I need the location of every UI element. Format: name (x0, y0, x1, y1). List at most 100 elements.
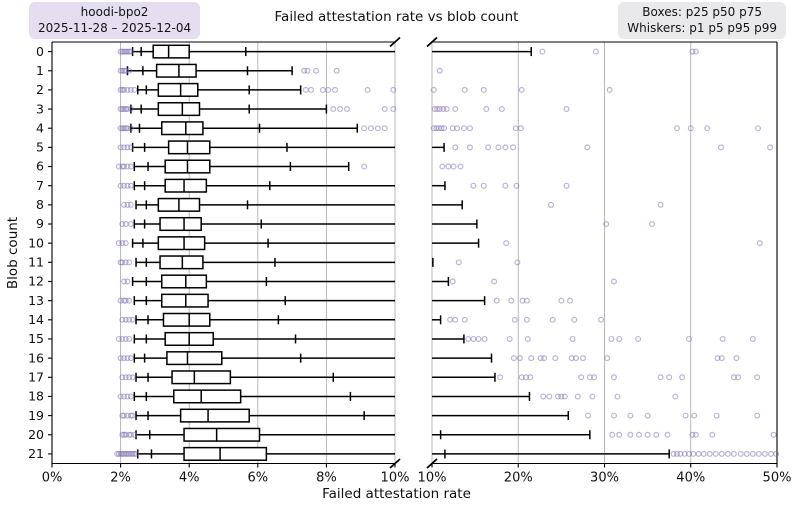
outlier-point (508, 297, 515, 304)
outlier-point (480, 86, 487, 93)
x-tick-label: 20% (504, 471, 533, 486)
outlier-point (126, 67, 133, 74)
boxplot-row (114, 446, 780, 461)
y-tick-label: 9 (36, 216, 44, 231)
outlier-point (313, 67, 320, 74)
date-range: 2025-11-28 – 2025-12-04 (38, 20, 192, 35)
outlier-point (563, 106, 570, 113)
boxplot-row (119, 216, 655, 232)
outlier-point (517, 125, 524, 132)
outlier-point (644, 431, 651, 438)
outlier-point (361, 125, 368, 132)
outlier-point (552, 355, 559, 362)
outlier-point (756, 240, 763, 247)
y-tick-label: 14 (28, 312, 44, 327)
outlier-point (126, 316, 133, 323)
outlier-point (122, 221, 129, 228)
outlier-point (598, 316, 605, 323)
outlier-point (549, 316, 556, 323)
outlier-point (124, 144, 131, 151)
iqr-box (173, 389, 242, 404)
iqr-box (166, 351, 223, 366)
outlier-point (449, 278, 456, 285)
outlier-point (131, 86, 138, 93)
outlier-point (700, 450, 707, 457)
outlier-point (584, 144, 591, 151)
y-tick-label: 8 (36, 197, 44, 212)
boxplot-row (117, 63, 443, 78)
iqr-box (161, 293, 209, 308)
outlier-point (653, 431, 660, 438)
outlier-point (704, 125, 711, 132)
y-tick-label: 19 (28, 408, 44, 423)
iqr-box (161, 121, 204, 136)
outlier-point (713, 412, 720, 419)
outlier-point (616, 431, 623, 438)
outlier-point (461, 86, 468, 93)
outlier-point (466, 125, 473, 132)
outlier-point (578, 374, 585, 381)
outlier-point (569, 335, 576, 342)
outlier-point (465, 335, 472, 342)
x-tick-label: 2% (110, 471, 131, 486)
outlier-point (566, 297, 573, 304)
outlier-point (447, 316, 454, 323)
iqr-box (157, 102, 201, 117)
outlier-point (767, 144, 774, 151)
outlier-point (773, 450, 780, 457)
outlier-point (124, 182, 131, 189)
outlier-point (610, 374, 617, 381)
outlier-point (518, 86, 525, 93)
outlier-point (121, 278, 128, 285)
outlier-point (460, 125, 467, 132)
y-tick-label: 21 (28, 446, 44, 461)
iqr-box (159, 216, 202, 232)
outlier-point (686, 335, 693, 342)
outlier-point (127, 163, 134, 170)
outlier-point (337, 106, 344, 113)
outlier-point (454, 125, 461, 132)
network-date-badge: hoodi-bpo2 2025-11-28 – 2025-12-04 (29, 2, 201, 40)
boxplot-row (117, 121, 762, 136)
outlier-point (127, 201, 134, 208)
outlier-point (445, 163, 452, 170)
outlier-point (589, 393, 596, 400)
iqr-box (152, 44, 190, 59)
outlier-point (718, 450, 725, 457)
outlier-point (524, 335, 531, 342)
outlier-point (541, 355, 548, 362)
outlier-point (127, 48, 134, 55)
outlier-point (718, 355, 725, 362)
outlier-point (122, 297, 129, 304)
outlier-point (574, 393, 581, 400)
x-tick-label: 6% (247, 471, 268, 486)
iqr-box (179, 408, 250, 423)
outlier-point (692, 48, 699, 55)
outlier-point (452, 106, 459, 113)
boxes-legend: Boxes: p25 p50 p75 (642, 5, 762, 19)
outlier-point (610, 412, 617, 419)
outlier-point (606, 86, 613, 93)
outlier-point (119, 374, 126, 381)
outlier-point (121, 201, 128, 208)
outlier-point (127, 106, 134, 113)
outlier-point (603, 221, 610, 228)
y-tick-label: 15 (28, 331, 44, 346)
y-tick-label: 1 (36, 63, 44, 78)
boxplot-row (119, 427, 777, 442)
boxplot-row (119, 370, 761, 385)
outlier-point (481, 335, 488, 342)
iqr-box (164, 178, 208, 193)
outlier-point (122, 259, 129, 266)
whiskers-legend: Whiskers: p1 p5 p95 p99 (627, 20, 777, 35)
outlier-point (390, 106, 397, 113)
outlier-point (761, 450, 768, 457)
outlier-point (724, 450, 731, 457)
outlier-point (119, 259, 126, 266)
outlier-point (537, 355, 544, 362)
outlier-point (319, 86, 326, 93)
outlier-point (119, 221, 126, 228)
percentile-legend-badge: Boxes: p25 p50 p75 Whiskers: p1 p5 p95 p… (618, 2, 786, 40)
outlier-point (374, 125, 381, 132)
outlier-point (126, 335, 133, 342)
